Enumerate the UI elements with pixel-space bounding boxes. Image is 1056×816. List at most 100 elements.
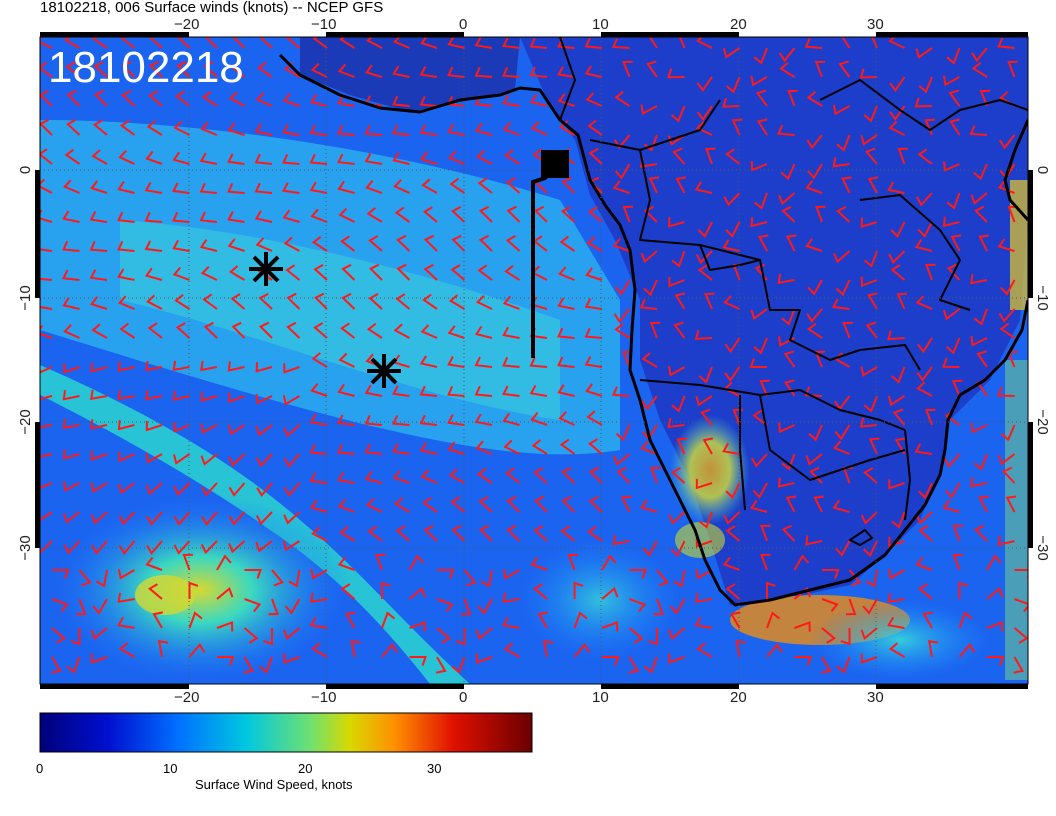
wind-barb — [502, 356, 520, 368]
wind-barb — [696, 105, 713, 122]
wind-barb — [614, 163, 631, 180]
wind-barb — [778, 47, 796, 63]
wind-barb — [92, 37, 108, 49]
wind-barb — [859, 417, 878, 428]
wind-barb — [537, 611, 548, 629]
wind-barb — [724, 337, 741, 354]
wind-barb — [201, 482, 218, 497]
wind-barb — [587, 525, 603, 542]
wind-barb — [667, 417, 685, 429]
wind-barb — [978, 495, 989, 513]
wind-barb — [729, 611, 741, 629]
wind-barb — [40, 324, 53, 339]
wind-barb — [436, 627, 452, 644]
wind-barb — [423, 234, 438, 252]
wind-barb — [612, 535, 630, 546]
wind-barb — [286, 321, 301, 339]
wind-barb — [393, 323, 410, 339]
lat-tick-label: 0 — [17, 166, 34, 174]
wind-barb — [986, 554, 1002, 571]
wind-barb — [766, 581, 776, 599]
wind-barb — [63, 540, 81, 555]
wind-barb — [755, 89, 768, 107]
wind-barb — [117, 569, 135, 580]
wind-barb — [915, 47, 933, 59]
wind-barb — [969, 125, 988, 136]
wind-barb — [725, 583, 741, 600]
wind-barb — [585, 383, 603, 397]
wind-barb — [588, 496, 603, 513]
wind-barb — [310, 208, 328, 223]
wind-barb — [859, 68, 878, 79]
wind-barb — [392, 95, 410, 107]
wind-barb — [66, 89, 81, 107]
wind-barb — [860, 511, 878, 525]
wind-barb — [502, 592, 520, 604]
wind-barb — [778, 422, 795, 434]
wind-barb — [888, 250, 906, 264]
wind-barb — [216, 587, 234, 600]
wind-barb — [860, 366, 878, 377]
wind-barb — [698, 511, 713, 529]
wind-barb — [145, 420, 163, 432]
wind-barb — [586, 410, 603, 426]
wind-barb — [809, 466, 823, 484]
wind-barb — [475, 294, 493, 310]
wind-barb — [970, 274, 988, 285]
wind-barb — [91, 540, 108, 555]
wind-barb — [997, 37, 1015, 49]
wind-barb — [309, 499, 328, 513]
wind-barb — [865, 569, 878, 588]
wind-barb — [310, 382, 328, 397]
wind-barb — [557, 66, 575, 78]
wind-barb — [588, 466, 603, 484]
wind-barb — [833, 250, 851, 264]
wind-barb — [860, 217, 878, 228]
wind-barb — [502, 37, 520, 49]
wind-barb — [172, 211, 190, 223]
wind-barb — [337, 556, 355, 571]
wind-barb — [396, 263, 411, 281]
wind-barb — [392, 385, 410, 397]
wind-barb — [814, 60, 826, 78]
wind-barb — [506, 205, 521, 223]
wind-barb — [672, 147, 686, 165]
wind-barb — [340, 583, 356, 600]
wind-barb — [243, 627, 259, 644]
wind-barb — [834, 424, 851, 441]
wind-barb — [1000, 424, 1016, 442]
wind-barb — [64, 148, 81, 165]
wind-barb — [118, 295, 135, 310]
wind-barb — [862, 598, 878, 615]
wind-barb — [230, 61, 246, 78]
wind-barb — [90, 450, 108, 461]
wind-barb — [779, 62, 796, 78]
wind-barb — [806, 308, 823, 324]
wind-barb — [505, 235, 521, 252]
wind-barb — [337, 471, 355, 484]
wind-barb — [722, 442, 740, 455]
wind-barb — [781, 524, 796, 542]
wind-barb — [695, 395, 713, 407]
wind-barb — [757, 234, 769, 252]
wind-barb — [793, 554, 810, 571]
wind-barb — [833, 440, 850, 455]
wind-barb — [695, 250, 713, 265]
wind-barb — [952, 524, 964, 542]
lon-tick-label: −20 — [174, 689, 199, 706]
wind-barb — [479, 524, 493, 542]
wind-barb — [948, 89, 961, 107]
wind-barb — [529, 356, 548, 368]
colorbar-tick-label: 10 — [163, 761, 177, 776]
wind-barb — [781, 453, 796, 471]
colorbar-tick-label: 0 — [36, 761, 43, 776]
wind-barb — [447, 123, 465, 136]
wind-barb — [381, 611, 396, 629]
wind-barb — [203, 321, 218, 339]
wind-barb — [897, 147, 908, 165]
wind-barb — [602, 656, 620, 666]
wind-barb — [841, 37, 851, 49]
wind-barb — [62, 297, 80, 310]
wind-barb — [92, 119, 108, 136]
wind-barb — [815, 205, 826, 223]
